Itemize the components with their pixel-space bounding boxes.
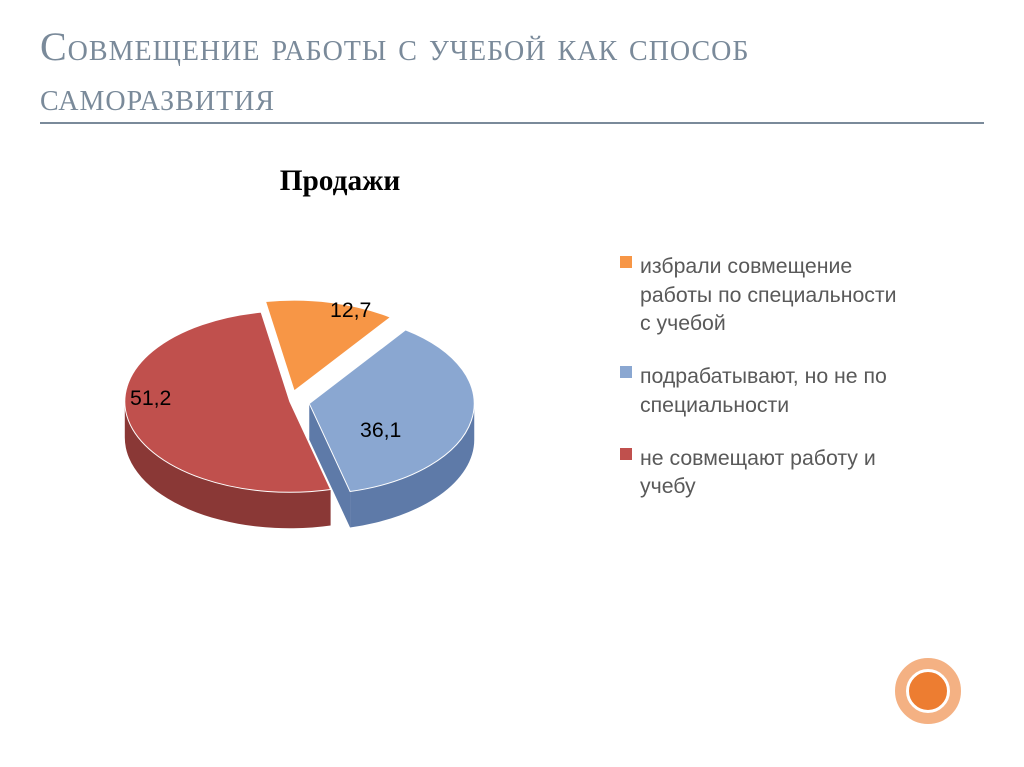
pie-data-label: 36,1 (360, 418, 401, 443)
slide: Совмещение работы с учебой как способ са… (0, 0, 1024, 767)
legend-item: не совмещают работу и учебу (620, 444, 900, 501)
decor-circle-inner (906, 669, 950, 713)
legend-item: подрабатывают, но не по специальности (620, 362, 900, 419)
pie-chart (85, 271, 495, 568)
pie-data-label: 12,7 (330, 298, 371, 323)
pie-data-label: 51,2 (130, 386, 171, 411)
chart-title: Продажи (210, 165, 470, 198)
legend-label: подрабатывают, но не по специальности (640, 362, 900, 419)
legend-label: не совмещают работу и учебу (640, 444, 900, 501)
chart-legend: избрали совмещение работы по специальнос… (620, 252, 900, 525)
page-title: Совмещение работы с учебой как способ са… (40, 22, 984, 124)
legend-swatch (620, 366, 632, 378)
legend-item: избрали совмещение работы по специальнос… (620, 252, 900, 338)
legend-label: избрали совмещение работы по специальнос… (640, 252, 900, 338)
legend-swatch (620, 256, 632, 268)
legend-swatch (620, 448, 632, 460)
